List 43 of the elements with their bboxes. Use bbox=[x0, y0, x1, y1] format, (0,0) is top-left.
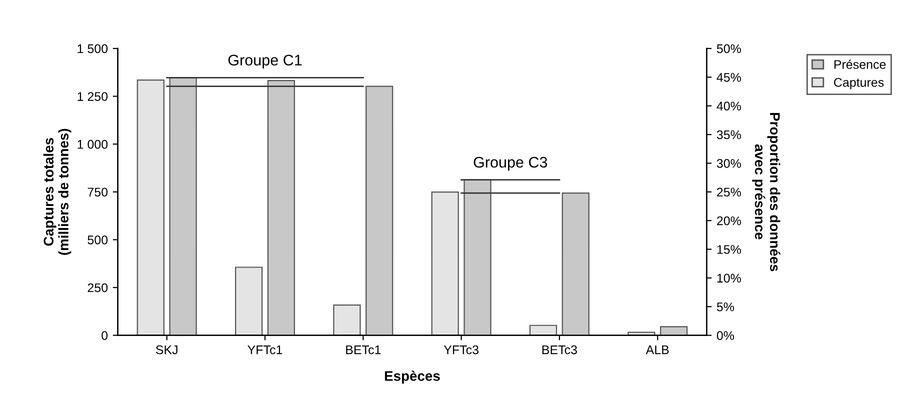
x-tick-label: BETc1 bbox=[346, 346, 381, 354]
bar bbox=[529, 324, 558, 336]
bar bbox=[136, 79, 164, 336]
bar bbox=[562, 192, 590, 336]
y-tick-label: 1 250 bbox=[78, 92, 108, 101]
y2-tick-label: 35% bbox=[716, 130, 741, 140]
y2-tick-label: 30% bbox=[716, 159, 741, 168]
y2-tick-label: 15% bbox=[717, 245, 741, 254]
y2-tick-label: 0% bbox=[716, 331, 734, 340]
x-tick-label: YFTc1 bbox=[248, 346, 282, 354]
bar bbox=[464, 179, 492, 336]
y2-tick-label: 50% bbox=[716, 44, 741, 54]
x-tick-label: BETc3 bbox=[542, 345, 577, 354]
y2-tick-label: 5% bbox=[716, 302, 734, 312]
y2-tick-label: 40% bbox=[716, 102, 741, 110]
y2-tick-label: 45% bbox=[716, 73, 741, 82]
bar bbox=[333, 304, 361, 336]
bar bbox=[169, 77, 197, 336]
bar bbox=[366, 86, 394, 336]
x-axis-title: Espèces bbox=[384, 370, 440, 384]
y2-tick-label: 10% bbox=[717, 274, 741, 283]
x-tick-label: SKJ bbox=[156, 345, 178, 354]
y-tick-label: 250 bbox=[88, 283, 108, 292]
y2-tick-label: 20% bbox=[717, 216, 741, 226]
annotation: Groupe C1 bbox=[228, 54, 302, 69]
y-tick-label: 0 bbox=[102, 331, 108, 340]
bar bbox=[628, 332, 656, 336]
annotation: Groupe C3 bbox=[474, 156, 548, 171]
y-tick-label: 1 500 bbox=[78, 44, 108, 54]
y2-tick-label: 25% bbox=[717, 188, 741, 197]
bar bbox=[235, 266, 263, 336]
y-tick-label: 1 000 bbox=[78, 140, 108, 149]
bar bbox=[267, 80, 296, 336]
bar bbox=[431, 192, 459, 336]
bar bbox=[660, 326, 688, 336]
x-tick-label: ALB bbox=[646, 346, 669, 354]
legend-label: Captures bbox=[834, 78, 884, 90]
x-tick-label: YFTc3 bbox=[444, 345, 478, 354]
y-tick-label: 750 bbox=[88, 188, 108, 197]
y-axis-title: Captures totales (milliers de tonnes) bbox=[43, 128, 72, 255]
y2-axis-title: Proportion des données avec présence bbox=[752, 112, 780, 272]
y-tick-label: 500 bbox=[88, 236, 108, 244]
legend-label: Présence bbox=[834, 60, 886, 69]
